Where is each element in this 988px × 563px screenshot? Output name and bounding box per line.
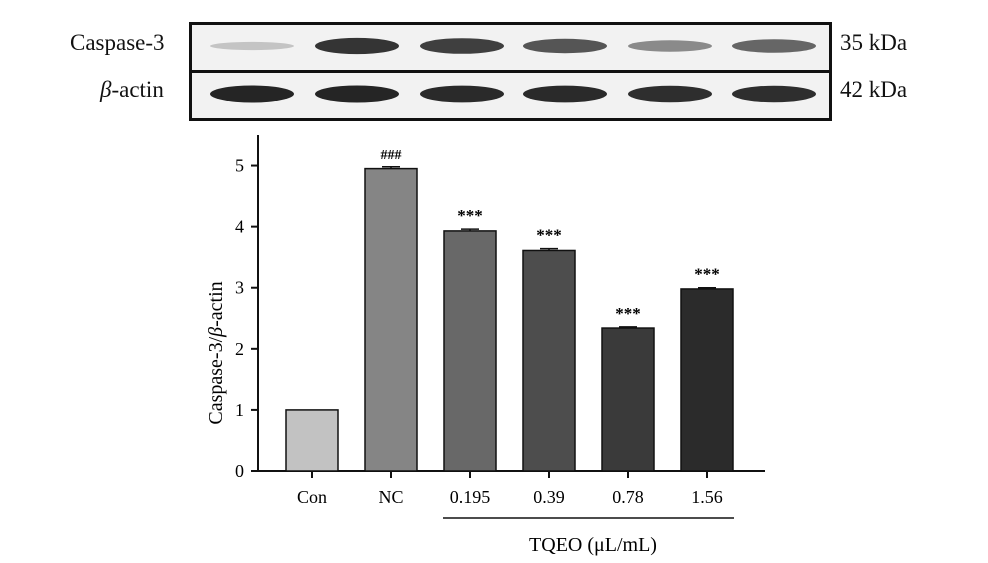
blot-label-beta-actin: β-actin xyxy=(100,78,164,101)
bar-Con xyxy=(285,409,339,472)
significance-mark: *** xyxy=(536,226,562,245)
y-tick-label: 1 xyxy=(235,400,244,420)
x-tick-label: 1.56 xyxy=(691,487,723,507)
blot-band xyxy=(523,38,607,54)
y-tick-label: 3 xyxy=(235,278,244,298)
y-tick-label: 5 xyxy=(235,156,244,176)
blot-band xyxy=(315,85,399,103)
blot-label-caspase3-text: Caspase-3 xyxy=(70,30,165,55)
blot-band xyxy=(420,38,504,54)
x-tick-label: NC xyxy=(378,487,403,507)
x-tick-label: Con xyxy=(297,487,327,507)
bar-chart: Caspase-3/β-actin 0 1 2 3 4 5 Con ### NC *** 0.195… xyxy=(205,135,765,556)
kda-label-caspase3: 35 kDa xyxy=(840,30,908,55)
blot-band xyxy=(523,85,607,103)
significance-mark: *** xyxy=(694,265,720,284)
y-tick-label: 2 xyxy=(235,339,244,359)
y-axis-label: Caspase-3/β-actin xyxy=(205,281,227,424)
blot-band xyxy=(315,37,399,55)
blot-band xyxy=(732,39,816,53)
y-tick-label: 4 xyxy=(235,217,244,237)
x-tick-label: 0.78 xyxy=(612,487,644,507)
significance-mark: ### xyxy=(381,148,402,163)
blot-box-caspase3 xyxy=(189,22,832,73)
blot-band xyxy=(420,85,504,103)
group-label: TQEO (μL/mL) xyxy=(529,534,657,556)
blot-bands-caspase3 xyxy=(210,37,816,55)
bar-NC xyxy=(364,167,418,472)
blot-bands-beta-actin xyxy=(210,85,816,103)
y-tick-label: 0 xyxy=(235,461,244,481)
blot-label-beta-actin-text: -actin xyxy=(111,77,164,102)
blot-label-beta-symbol: β xyxy=(100,77,112,102)
bar-0.39 xyxy=(522,249,576,472)
bar-0.78 xyxy=(601,327,655,472)
x-tick-label: 0.39 xyxy=(533,487,565,507)
blot-band xyxy=(628,85,712,103)
blot-band xyxy=(210,41,294,51)
kda-label-beta-actin: 42 kDa xyxy=(840,77,908,102)
blot-band xyxy=(628,40,712,52)
bar-0.195 xyxy=(443,230,497,472)
significance-mark: *** xyxy=(615,304,641,323)
blot-label-caspase3: Caspase-3 xyxy=(70,31,165,54)
blot-band xyxy=(210,85,294,103)
blot-band xyxy=(732,85,816,103)
significance-mark: *** xyxy=(457,206,483,225)
x-tick-label: 0.195 xyxy=(450,487,491,507)
blot-box-beta-actin xyxy=(189,70,832,121)
bar-1.56 xyxy=(680,288,734,472)
